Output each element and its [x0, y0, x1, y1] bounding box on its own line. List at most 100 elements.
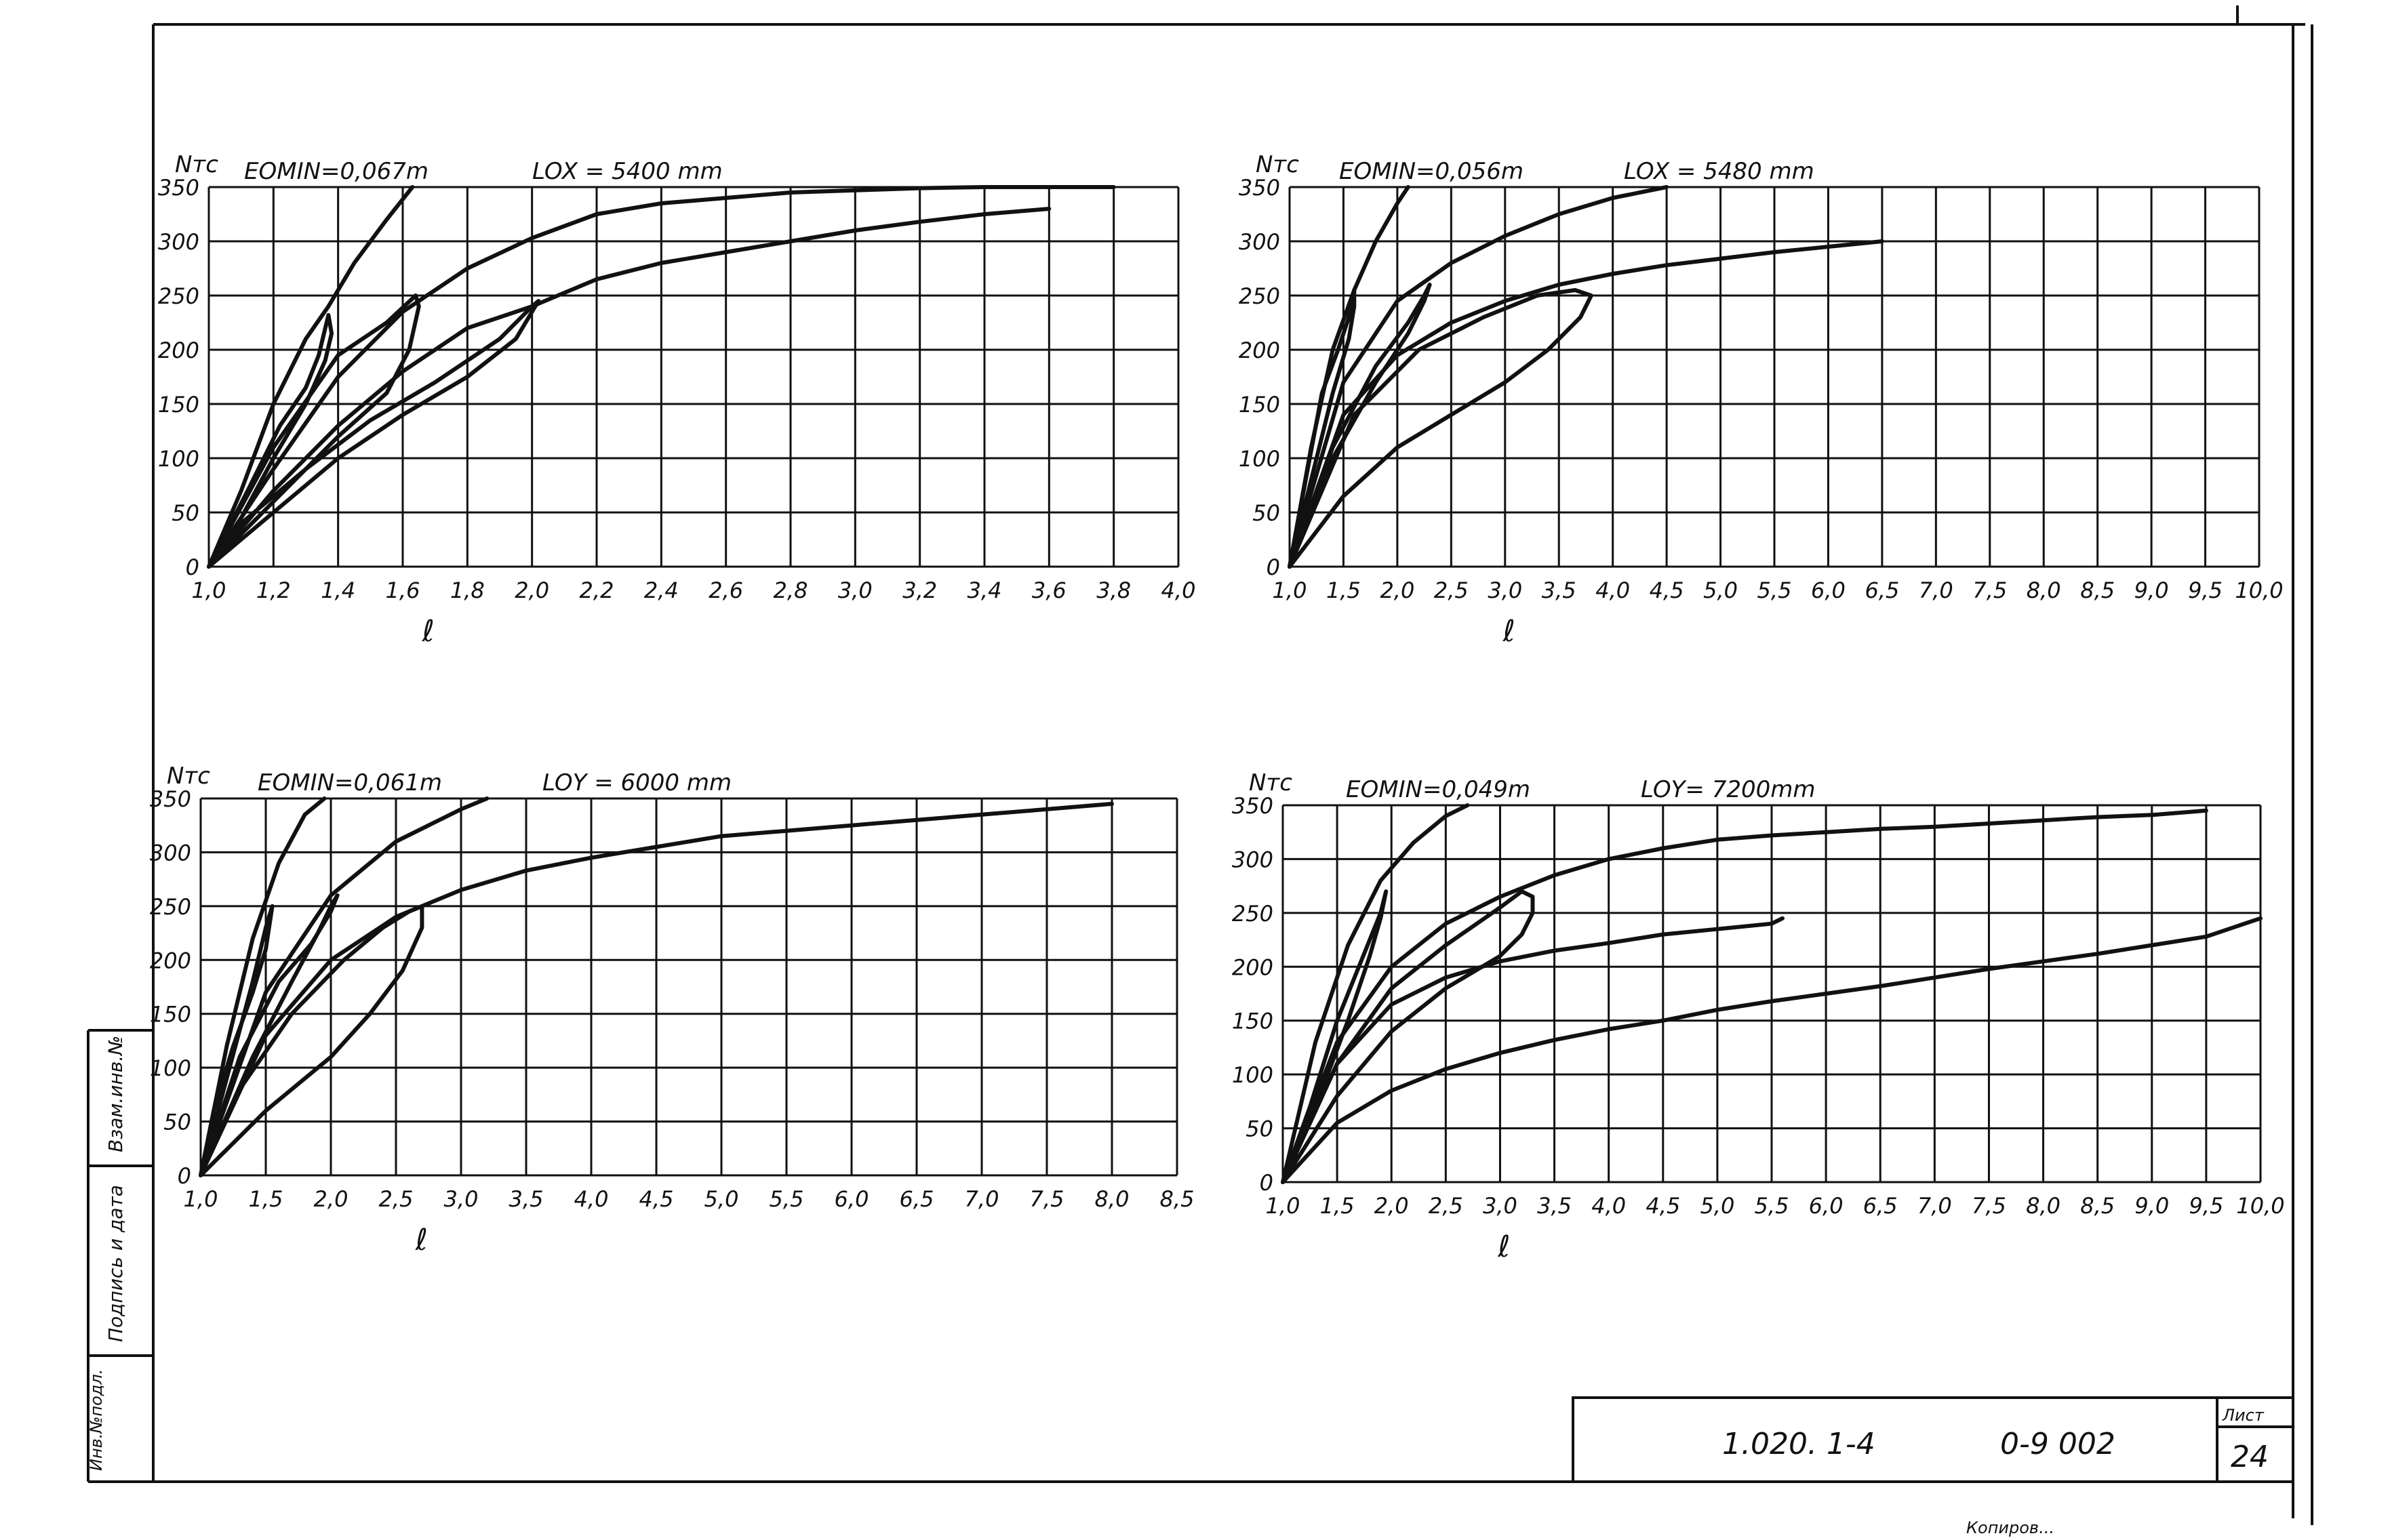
- y-tick-label: 200: [150, 948, 191, 973]
- x-tick-label: 1,0: [184, 1186, 218, 1212]
- x-tick-label: 5,5: [1755, 1193, 1789, 1219]
- x-tick-label: 3,0: [838, 578, 873, 603]
- series-curve-2: [207, 312, 334, 569]
- series-curve-1: [1281, 803, 1470, 1184]
- x-tick-label: 6,0: [1809, 1193, 1844, 1219]
- grid: [207, 186, 1180, 568]
- y-tick-label: 150: [1239, 392, 1280, 418]
- series-curve-1: [199, 796, 327, 1177]
- y-tick-label: 200: [1239, 338, 1280, 363]
- x-tick-label: 4,5: [1650, 578, 1684, 603]
- y-tick-label: 50: [172, 500, 199, 526]
- x-tick-label: 3,0: [444, 1186, 479, 1212]
- x-tick-label: 2,0: [1374, 1193, 1409, 1219]
- x-tick-label: 9,5: [2189, 1193, 2223, 1219]
- series-curve-5: [199, 801, 1114, 1177]
- x-tick-label: 6,5: [1865, 578, 1899, 603]
- y-axis-label: Nтс: [1256, 151, 1299, 178]
- annotation-eomin: EOMIN=0,049m: [1346, 776, 1530, 803]
- x-tick-label: 9,5: [2188, 578, 2223, 603]
- x-tick-label: 3,0: [1483, 1193, 1517, 1219]
- x-tick-label: 7,5: [1030, 1186, 1064, 1212]
- x-tick-label: 3,5: [1542, 578, 1576, 603]
- series-curve-6: [207, 299, 541, 569]
- y-tick-label: 350: [1239, 175, 1280, 201]
- x-tick-label: 8,5: [1160, 1186, 1195, 1212]
- y-tick-label: 0: [1267, 554, 1280, 580]
- x-tick-label: 7,0: [1917, 1193, 1952, 1219]
- x-tick-label: 1,5: [249, 1186, 283, 1212]
- x-tick-label: 4,5: [1646, 1193, 1680, 1219]
- x-tick-label: 1,0: [1266, 1193, 1300, 1219]
- x-tick-label: 4,0: [1161, 578, 1196, 603]
- stamp-sheet-number: 24: [2231, 1440, 2269, 1474]
- x-tick-label: 10,0: [2235, 578, 2283, 603]
- x-tick-label: 7,5: [1972, 578, 2007, 603]
- y-tick-label: 150: [150, 1002, 191, 1028]
- series-curve-3: [1288, 185, 1669, 569]
- y-tick-label: 50: [1246, 1116, 1273, 1142]
- x-tick-label: 7,5: [1972, 1193, 2006, 1219]
- side-strip: Взам.инв.№ Подпись и дата Инв.№подл.: [87, 1029, 153, 1482]
- x-tick-label: 2,5: [1434, 578, 1469, 603]
- x-tick-label: 6,0: [835, 1186, 869, 1212]
- y-tick-label: 100: [158, 446, 199, 472]
- chart-top-right: 0 50 100 150 200 250 300 350 1,0 1,5 2,0 2,5 3,0 3,5 4…: [1239, 151, 2284, 649]
- x-tick-label: 2,8: [774, 578, 808, 603]
- x-tick-label: 5,0: [704, 1186, 739, 1212]
- y-tick-label: 0: [178, 1163, 191, 1189]
- x-axis-label: ℓ: [1497, 1230, 1510, 1264]
- series-curve-1: [207, 185, 415, 569]
- x-tick-label: 1,4: [321, 578, 355, 603]
- y-tick-label: 350: [150, 786, 191, 812]
- grid: [1281, 804, 2262, 1183]
- y-tick-label: 0: [1260, 1170, 1273, 1196]
- x-tick-label: 1,6: [386, 578, 420, 603]
- y-axis-label: Nтс: [1249, 769, 1292, 796]
- series-curve-4: [199, 893, 340, 1177]
- x-tick-label: 5,0: [1700, 1193, 1734, 1219]
- stamp-code: 0-9 002: [2000, 1427, 2115, 1461]
- chart-bottom-right: 0 50 100 150 200 250 300 350 1,0 1,5 2,0 2,5 3,0 3,5 4…: [1232, 769, 2285, 1264]
- annotation-eomin: EOMIN=0,056m: [1339, 158, 1523, 185]
- series-curve-6: [1288, 288, 1593, 569]
- y-tick-label: 250: [1239, 283, 1280, 309]
- y-tick-label: 350: [158, 175, 199, 201]
- series-curve-6: [1281, 916, 2263, 1184]
- x-tick-label: 6,5: [900, 1186, 934, 1212]
- x-tick-label: 2,5: [379, 1186, 414, 1212]
- x-tick-label: 5,5: [1757, 578, 1792, 603]
- series-curve-3: [1281, 808, 2208, 1184]
- x-tick-label: 6,5: [1863, 1193, 1898, 1219]
- x-axis-label: ℓ: [1502, 614, 1515, 649]
- y-tick-label: 150: [1232, 1009, 1273, 1034]
- series-curve-6: [199, 904, 424, 1177]
- annotation-length: LOY= 7200mm: [1641, 776, 1816, 803]
- x-tick-label: 2,0: [314, 1186, 348, 1212]
- x-tick-label: 1,0: [192, 578, 226, 603]
- x-tick-label: 6,0: [1811, 578, 1846, 603]
- y-axis-label: Nтс: [167, 763, 210, 790]
- chart-top-left: 0 50 100 150 200 250 300 350 1,0 1,2 1,4 1,6 1,8 2,0 2…: [158, 151, 1196, 649]
- x-tick-label: 5,0: [1703, 578, 1738, 603]
- y-tick-label: 300: [1232, 847, 1273, 872]
- x-tick-label: 2,2: [580, 578, 614, 603]
- x-tick-label: 4,0: [574, 1186, 609, 1212]
- y-tick-label: 250: [158, 283, 199, 309]
- x-tick-label: 2,6: [709, 578, 743, 603]
- series-curve-2: [1288, 288, 1357, 569]
- x-tick-label: 9,0: [2134, 1193, 2169, 1219]
- x-tick-label: 3,8: [1096, 578, 1131, 603]
- series-curve-2: [1281, 889, 1389, 1184]
- x-tick-label: 4,5: [639, 1186, 674, 1212]
- y-tick-label: 250: [150, 894, 191, 920]
- series-curve-4: [1281, 889, 1535, 1184]
- x-tick-label: 4,0: [1595, 578, 1630, 603]
- side-strip-label-1: Взам.инв.№: [104, 1036, 127, 1152]
- y-tick-label: 300: [150, 840, 191, 866]
- x-tick-label: 9,0: [2134, 578, 2169, 603]
- y-tick-label: 350: [1232, 793, 1273, 819]
- x-tick-label: 8,0: [2026, 1193, 2060, 1219]
- y-tick-label: 150: [158, 392, 199, 418]
- series-curve-4: [1288, 283, 1432, 569]
